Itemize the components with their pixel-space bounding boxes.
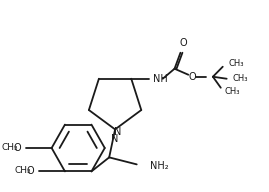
Text: CH₃: CH₃ [233,74,248,83]
Text: NH: NH [153,74,168,84]
Text: CH₃: CH₃ [225,87,240,96]
Text: N: N [111,134,119,144]
Text: CH₃: CH₃ [229,59,244,68]
Text: O: O [27,166,34,176]
Text: NH₂: NH₂ [150,161,169,171]
Text: N: N [114,127,122,137]
Text: O: O [13,143,21,153]
Text: O: O [180,38,187,48]
Text: CH₃: CH₃ [1,142,18,151]
Text: CH₃: CH₃ [14,166,31,175]
Text: O: O [188,72,196,82]
